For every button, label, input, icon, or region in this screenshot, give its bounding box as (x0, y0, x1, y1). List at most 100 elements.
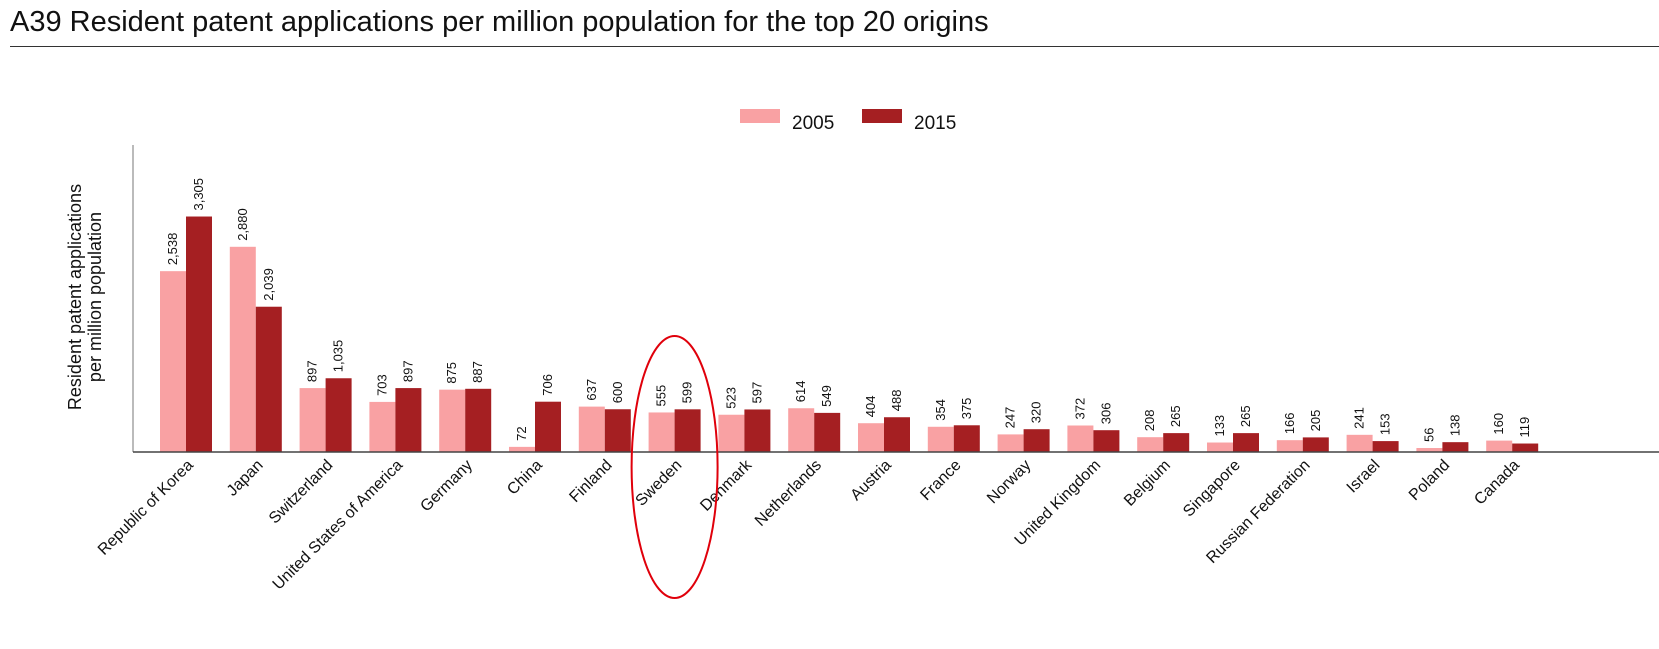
bar-poland-2005 (1416, 448, 1443, 452)
bar-belgium-2005 (1137, 437, 1164, 452)
bar-denmark-2005 (718, 414, 745, 452)
value-label-poland-2015: 138 (1447, 414, 1462, 436)
legend-swatch-2015 (862, 109, 902, 123)
value-label-russian-federation-2005: 166 (1282, 412, 1297, 434)
bar-china-2015 (535, 401, 561, 452)
value-label-switzerland-2005: 897 (305, 360, 320, 382)
page-title: A39 Resident patent applications per mil… (10, 6, 989, 38)
category-label-belgium: Belgium (1121, 457, 1174, 510)
bar-belgium-2015 (1163, 433, 1190, 452)
bar-united-kingdom-2015 (1093, 430, 1120, 452)
bar-norway-2015 (1023, 429, 1050, 452)
value-label-austria-2015: 488 (889, 390, 904, 412)
bar-switzerland-2015 (325, 378, 352, 452)
category-label-germany: Germany (417, 457, 476, 516)
bar-canada-2005 (1486, 440, 1513, 452)
value-label-netherlands-2015: 549 (819, 385, 834, 407)
bar-netherlands-2015 (814, 412, 841, 452)
value-label-china-2015: 706 (540, 374, 555, 396)
value-label-republic-of-korea-2015: 3,305 (191, 178, 206, 211)
value-label-austria-2005: 404 (863, 396, 878, 418)
value-label-denmark-2015: 597 (749, 382, 764, 404)
value-label-japan-2015: 2,039 (261, 268, 276, 301)
category-label-finland: Finland (566, 457, 615, 506)
category-label-norway: Norway (984, 457, 1034, 507)
bar-singapore-2015 (1233, 433, 1259, 452)
category-label-poland: Poland (1406, 457, 1453, 504)
value-label-france-2015: 375 (959, 398, 974, 420)
category-label-canada: Canada (1471, 457, 1523, 509)
bar-republic-of-korea-2005 (160, 271, 186, 452)
legend-label-2015: 2015 (914, 113, 956, 134)
category-label-denmark: Denmark (697, 456, 756, 515)
value-label-canada-2015: 119 (1517, 417, 1532, 438)
value-label-switzerland-2015: 1,035 (331, 340, 346, 373)
value-label-israel-2015: 153 (1378, 413, 1393, 435)
bar-sweden-2015 (674, 409, 701, 452)
y-axis-label-line-2: per million population (85, 212, 105, 382)
value-label-sweden-2005: 555 (654, 385, 669, 407)
value-label-united-states-of-america-2005: 703 (374, 374, 389, 396)
category-label-switzerland: Switzerland (266, 457, 337, 528)
value-label-japan-2005: 2,880 (235, 208, 250, 241)
y-axis-label-line-1: Resident patent applications (65, 184, 85, 410)
legend-swatch-2005 (740, 109, 780, 123)
bar-austria-2015 (884, 417, 910, 452)
value-label-belgium-2005: 208 (1142, 409, 1157, 431)
bar-israel-2015 (1372, 441, 1399, 452)
value-label-netherlands-2005: 614 (793, 381, 808, 403)
bar-sweden-2005 (648, 412, 675, 452)
bar-united-states-of-america-2015 (395, 388, 422, 452)
legend-label-2005: 2005 (792, 113, 834, 134)
category-label-united-states-of-america: United States of America (270, 457, 407, 594)
value-label-germany-2015: 887 (470, 361, 485, 383)
highlight-circle-sweden (630, 335, 719, 599)
category-label-austria: Austria (848, 457, 895, 504)
bar-china-2005 (509, 446, 535, 452)
bar-united-kingdom-2005 (1067, 425, 1094, 452)
title-rule (10, 46, 1659, 47)
value-label-denmark-2005: 523 (723, 387, 738, 409)
category-label-israel: Israel (1344, 457, 1384, 497)
bar-germany-2015 (465, 388, 492, 452)
value-label-republic-of-korea-2005: 2,538 (165, 233, 180, 266)
value-label-finland-2015: 600 (610, 382, 625, 404)
value-label-sweden-2015: 599 (680, 382, 695, 404)
y-axis-label: Resident patent applications per million … (65, 184, 105, 410)
bar-russian-federation-2015 (1302, 437, 1329, 452)
bar-russian-federation-2005 (1276, 440, 1303, 452)
category-label-singapore: Singapore (1180, 457, 1244, 521)
value-label-israel-2005: 241 (1352, 407, 1367, 429)
value-label-finland-2005: 637 (584, 379, 599, 401)
value-label-france-2005: 354 (933, 399, 948, 421)
bar-netherlands-2005 (788, 408, 815, 452)
legend: 2005 2015 (740, 109, 956, 134)
value-label-singapore-2005: 133 (1212, 415, 1227, 437)
bar-denmark-2015 (744, 409, 771, 452)
value-label-china-2005: 72 (514, 426, 529, 440)
bar-israel-2005 (1346, 434, 1373, 452)
category-label-france: France (917, 457, 964, 504)
bar-france-2015 (953, 425, 980, 452)
bar-japan-2015 (255, 306, 282, 452)
category-label-republic-of-korea: Republic of Korea (95, 457, 197, 559)
bar-united-states-of-america-2005 (369, 401, 396, 452)
value-label-united-kingdom-2005: 372 (1072, 398, 1087, 420)
category-label-japan: Japan (224, 457, 267, 500)
value-label-norway-2005: 247 (1003, 407, 1018, 429)
value-label-united-states-of-america-2015: 897 (400, 360, 415, 382)
bar-germany-2005 (439, 389, 466, 452)
value-label-russian-federation-2015: 205 (1308, 410, 1323, 432)
value-label-united-kingdom-2015: 306 (1098, 402, 1113, 424)
bar-poland-2015 (1442, 442, 1469, 452)
bar-canada-2015 (1512, 443, 1539, 452)
value-label-germany-2005: 875 (444, 362, 459, 384)
bar-france-2005 (927, 426, 954, 452)
value-label-singapore-2015: 265 (1238, 405, 1253, 427)
bar-austria-2005 (858, 423, 884, 452)
bar-finland-2015 (604, 409, 631, 452)
value-label-norway-2015: 320 (1029, 401, 1044, 423)
value-label-belgium-2015: 265 (1168, 405, 1183, 427)
value-label-canada-2005: 160 (1491, 413, 1506, 435)
bar-switzerland-2005 (299, 388, 326, 452)
